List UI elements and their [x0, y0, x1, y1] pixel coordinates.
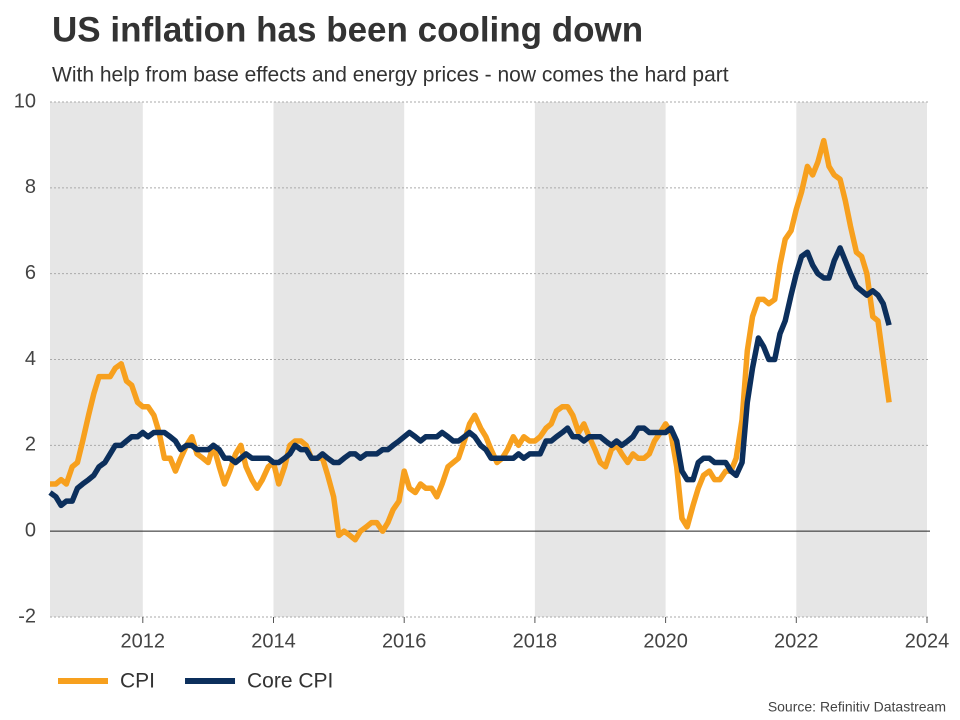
y-tick-label: 2 — [25, 434, 36, 456]
series-line — [48, 245, 892, 509]
series-line — [50, 137, 892, 543]
y-tick-label: -2 — [18, 605, 36, 627]
y-tick-label: 10 — [14, 90, 36, 112]
x-tick-label: 2018 — [513, 630, 558, 652]
y-tick-label: 0 — [25, 519, 36, 541]
x-tick-label: 2012 — [121, 630, 166, 652]
legend: CPI Core CPI — [58, 670, 333, 693]
chart-title: US inflation has been cooling down — [52, 10, 643, 49]
legend-label: CPI — [120, 670, 155, 693]
x-tick-label: 2020 — [643, 630, 688, 652]
y-tick-label: 6 — [25, 262, 36, 284]
axes: -2 0 2 4 6 8 10 2012 2014 2016 2018 2020 2022 2024 — [14, 90, 950, 652]
y-tick-label: 4 — [25, 348, 36, 370]
x-tick-label: 2016 — [382, 630, 427, 652]
chart-subtitle: With help from base effects and energy p… — [52, 64, 729, 87]
x-tick-label: 2024 — [905, 630, 950, 652]
source: Source: Refinitiv Datastream — [768, 699, 946, 715]
lines — [48, 137, 892, 543]
y-tick-label: 8 — [25, 176, 36, 198]
x-tick-label: 2014 — [251, 630, 296, 652]
legend-label: Core CPI — [247, 670, 333, 693]
x-tick-label: 2022 — [774, 630, 819, 652]
